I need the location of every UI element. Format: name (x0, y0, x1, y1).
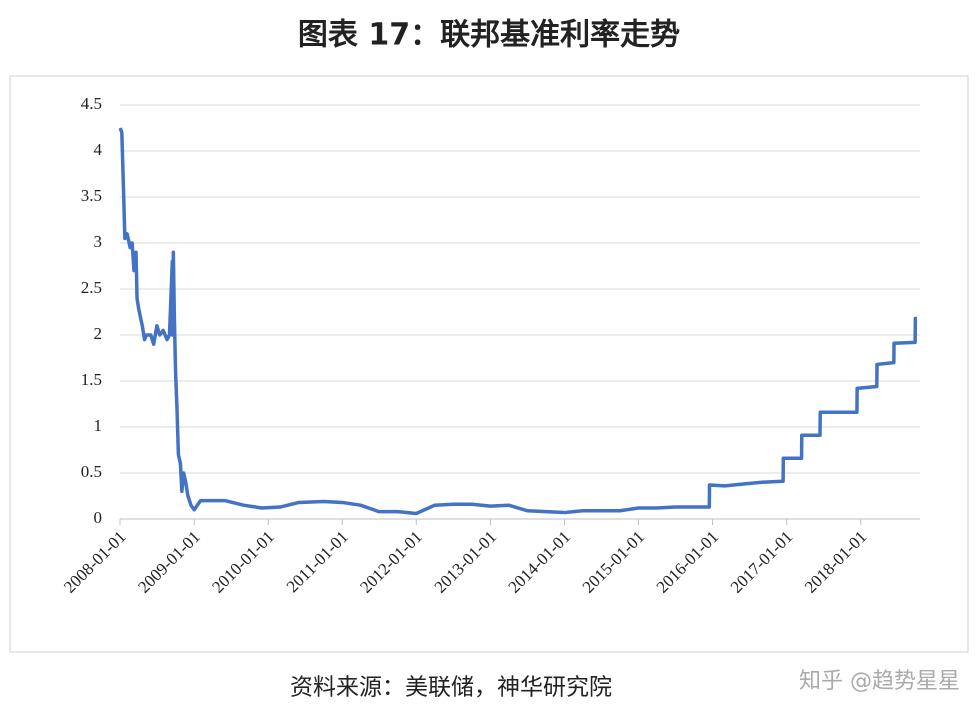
x-tick-label: 2014-01-01 (505, 527, 575, 597)
y-tick-label: 4.5 (81, 94, 102, 113)
x-tick-label: 2016-01-01 (653, 527, 723, 597)
y-tick-label: 2.5 (81, 278, 102, 297)
x-tick-label: 2015-01-01 (579, 527, 649, 597)
chart-frame (9, 75, 969, 653)
source-note: 资料来源：美联储，神华研究院 (290, 675, 612, 701)
y-tick-label: 1.5 (81, 370, 102, 389)
x-tick-label: 2010-01-01 (208, 527, 278, 597)
x-tick-label: 2011-01-01 (283, 527, 352, 596)
x-tick-label: 2009-01-01 (134, 527, 204, 597)
y-tick-label: 3.5 (81, 186, 102, 205)
x-tick-label: 2013-01-01 (431, 527, 501, 597)
y-tick-label: 3 (94, 232, 103, 251)
x-tick-label: 2008-01-01 (60, 527, 130, 597)
y-tick-label: 0.5 (81, 462, 102, 481)
chart-title: 图表 17：联邦基准利率走势 (298, 18, 680, 53)
watermark: 知乎 @趋势星星 (799, 669, 960, 694)
x-tick-label: 2018-01-01 (801, 527, 871, 597)
y-tick-label: 2 (94, 324, 103, 343)
y-tick-label: 4 (94, 140, 103, 159)
x-tick-label: 2017-01-01 (727, 527, 797, 597)
y-tick-label: 0 (94, 508, 103, 527)
x-tick-label: 2012-01-01 (356, 527, 426, 597)
y-tick-label: 1 (94, 416, 103, 435)
rate-line (118, 127, 918, 516)
